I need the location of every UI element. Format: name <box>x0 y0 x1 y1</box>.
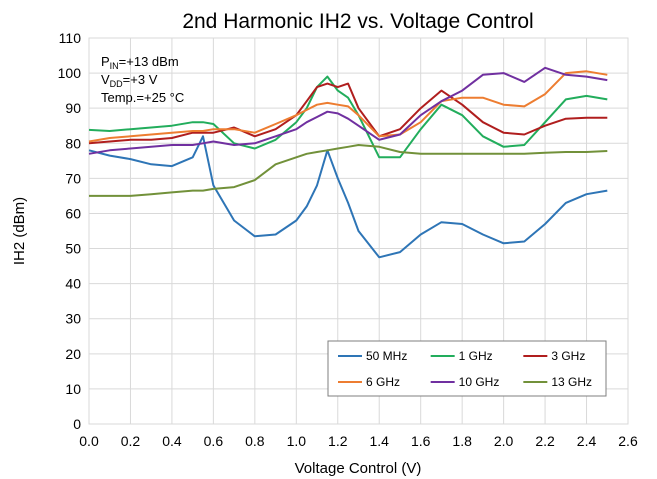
plot-frame <box>88 37 629 425</box>
annotation-text: =+3 V <box>123 72 158 87</box>
series-line <box>88 82 608 145</box>
series-line <box>88 135 608 259</box>
y-tick-label: 100 <box>58 65 82 81</box>
y-tick-label: 70 <box>65 170 81 186</box>
y-tick-label: 40 <box>65 276 81 292</box>
legend-box <box>327 340 607 397</box>
x-tick-label: 2.2 <box>535 433 555 449</box>
y-tick-label: 10 <box>65 381 81 397</box>
x-tick-label: 0.6 <box>204 433 224 449</box>
x-tick-label: 2.4 <box>577 433 597 449</box>
annotation-text: =+13 dBm <box>119 54 179 69</box>
series-line <box>88 70 608 143</box>
legend-label: 3 GHz <box>551 349 585 363</box>
x-tick-label: 1.4 <box>369 433 389 449</box>
x-tick-label: 0.0 <box>79 433 99 449</box>
series-line <box>88 66 608 155</box>
x-tick-label: 0.4 <box>162 433 182 449</box>
annotation: VDD=+3 V <box>101 72 158 89</box>
annotation-text: V <box>101 72 110 87</box>
annotation: PIN=+13 dBm <box>101 54 179 71</box>
y-tick-label: 110 <box>59 30 82 46</box>
x-tick-label: 1.0 <box>287 433 307 449</box>
x-tick-label: 2.6 <box>618 433 638 449</box>
legend-label: 10 GHz <box>459 375 500 389</box>
x-tick-label: 0.8 <box>245 433 265 449</box>
legend-label: 50 MHz <box>366 349 407 363</box>
annotation-sub: DD <box>110 79 123 89</box>
chart-title: 2nd Harmonic IH2 vs. Voltage Control <box>182 10 533 33</box>
y-tick-label: 50 <box>65 241 81 257</box>
annotation-text: Temp.=+25 °C <box>101 90 184 105</box>
x-tick-label: 1.8 <box>452 433 472 449</box>
y-tick-label: 30 <box>65 311 81 327</box>
x-tick-label: 2.0 <box>494 433 514 449</box>
series-line <box>89 144 608 197</box>
legend-label: 1 GHz <box>459 349 493 363</box>
x-tick-label: 1.2 <box>328 433 348 449</box>
annotation-text: P <box>101 54 110 69</box>
legend-label: 13 GHz <box>551 375 592 389</box>
x-axis-label: Voltage Control (V) <box>295 460 422 477</box>
series-line <box>88 75 608 159</box>
y-tick-label: 20 <box>65 346 81 362</box>
x-tick-label: 0.2 <box>121 433 141 449</box>
y-tick-label: 0 <box>73 416 81 432</box>
y-tick-label: 80 <box>65 135 81 151</box>
y-axis-label: IH2 (dBm) <box>11 197 28 265</box>
y-tick-label: 60 <box>65 205 81 221</box>
annotation-sub: IN <box>110 61 119 71</box>
legend-label: 6 GHz <box>366 375 400 389</box>
annotation: Temp.=+25 °C <box>101 90 184 105</box>
y-tick-label: 90 <box>65 100 81 116</box>
x-tick-label: 1.6 <box>411 433 431 449</box>
